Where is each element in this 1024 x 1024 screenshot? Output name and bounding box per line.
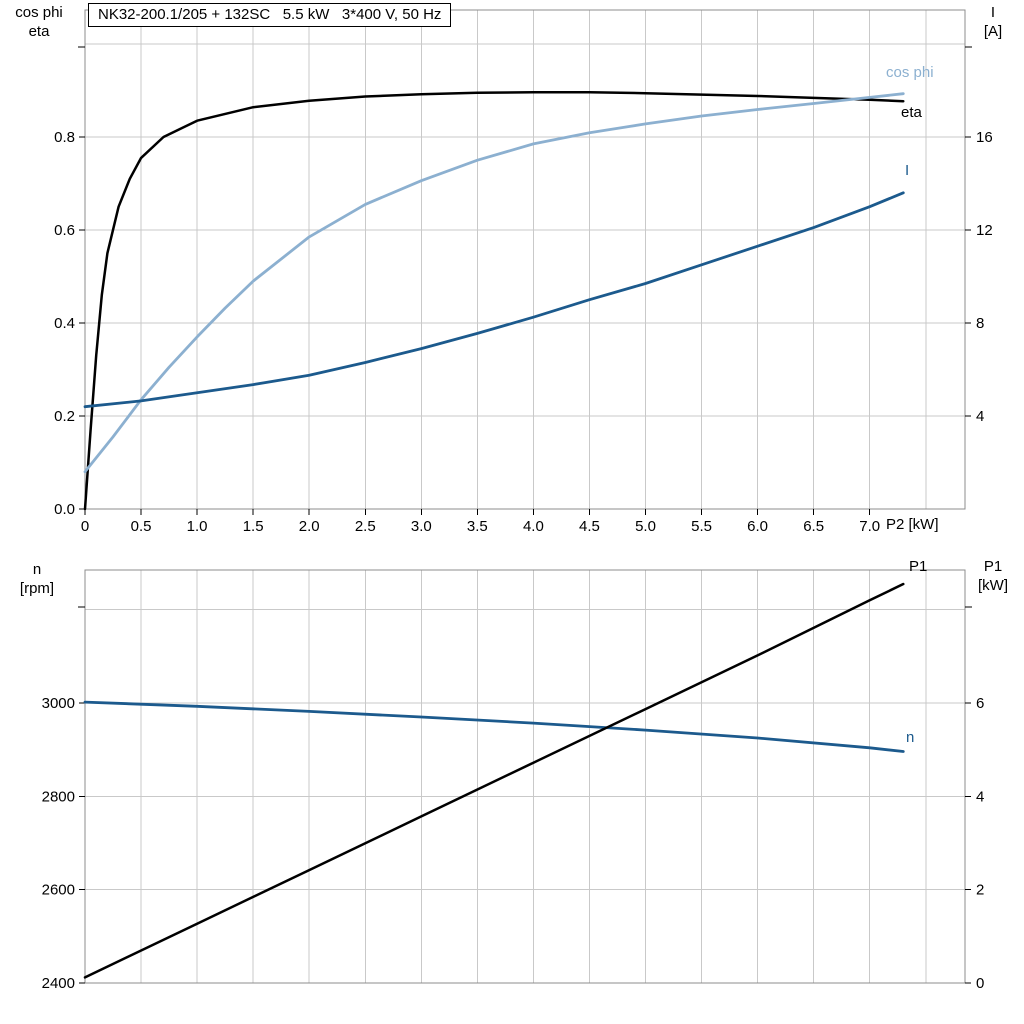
svg-text:7.0: 7.0 [859,518,880,535]
curve-label-n: n [906,729,915,746]
bottom-left-axis-unit-rpm: [rpm] [19,580,55,597]
svg-text:4.0: 4.0 [523,518,544,535]
svg-text:0.8: 0.8 [54,129,75,146]
bottom-right-axis-unit-kw: [kW] [978,577,1008,594]
svg-text:4.5: 4.5 [579,518,600,535]
svg-text:2: 2 [976,882,984,899]
chart-title: NK32-200.1/205 + 132SC 5.5 kW 3*400 V, 5… [88,3,452,27]
svg-text:3.0: 3.0 [411,518,432,535]
top-left-axis-label-cosphi: cos phi [15,4,63,21]
svg-text:6.0: 6.0 [747,518,768,535]
svg-text:2600: 2600 [42,882,75,899]
svg-text:5.5: 5.5 [691,518,712,535]
svg-text:5.0: 5.0 [635,518,656,535]
svg-text:2.0: 2.0 [299,518,320,535]
curve-label-current: I [905,162,910,179]
svg-text:0.4: 0.4 [54,315,75,332]
svg-text:3.5: 3.5 [467,518,488,535]
curve-label-cosphi: cos phi [886,64,934,81]
svg-text:16: 16 [976,129,993,146]
svg-text:0: 0 [976,975,984,992]
x-axis-label-p2: P2 [kW] [886,516,939,533]
top-left-axis-label-eta: eta [28,23,50,40]
svg-text:0: 0 [81,518,89,535]
svg-text:0.6: 0.6 [54,222,75,239]
svg-text:1.0: 1.0 [187,518,208,535]
curve-label-p1: P1 [909,558,928,575]
svg-text:0.2: 0.2 [54,408,75,425]
svg-text:2.5: 2.5 [355,518,376,535]
svg-text:0.5: 0.5 [131,518,152,535]
svg-text:4: 4 [976,788,984,805]
svg-text:0.0: 0.0 [54,501,75,518]
svg-text:2800: 2800 [42,788,75,805]
svg-text:2400: 2400 [42,975,75,992]
curve-label-eta: eta [901,104,922,121]
svg-text:8: 8 [976,315,984,332]
top-right-axis-label-current: I [990,4,996,21]
svg-text:12: 12 [976,222,993,239]
bottom-right-axis-label-p1: P1 [983,558,1003,575]
svg-text:4: 4 [976,408,984,425]
svg-text:3000: 3000 [42,695,75,712]
svg-text:1.5: 1.5 [243,518,264,535]
svg-text:6.5: 6.5 [803,518,824,535]
bottom-left-axis-label-speed: n [32,561,42,578]
top-right-axis-unit-amps: [A] [983,23,1003,40]
svg-text:6: 6 [976,695,984,712]
